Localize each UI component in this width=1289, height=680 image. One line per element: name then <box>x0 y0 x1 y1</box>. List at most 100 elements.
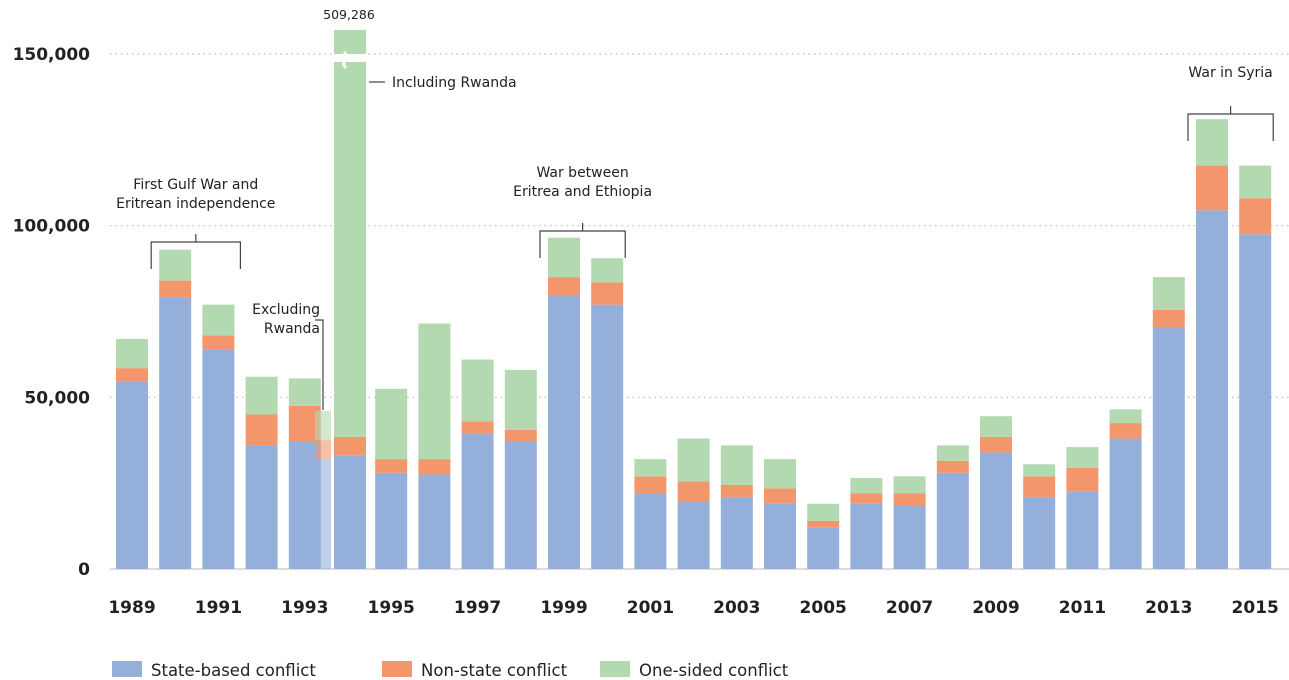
x-axis-ticks: 1989 1991 1993 1995 1997 1999 2001 2003 2005 2007… <box>108 598 1279 618</box>
x-tick-label: 1999 <box>540 598 587 618</box>
legend-swatch-0 <box>112 661 142 677</box>
bar-segment-1990-state-based-conflict <box>159 297 192 569</box>
bar-segment-2004-state-based-conflict <box>764 503 796 569</box>
bar-segment-1998-state-based-conflict <box>504 441 537 569</box>
bar-segment-1998-one-sided-conflict <box>504 369 537 430</box>
bar-segment-2013-one-sided-conflict <box>1152 277 1185 310</box>
bar-segment-1991-one-sided-conflict <box>202 304 235 336</box>
annotation-syria: War in Syria <box>1188 65 1272 81</box>
bar-segment-2012-non-state-conflict <box>1109 423 1142 439</box>
bar-segment-2014-state-based-conflict <box>1196 210 1228 569</box>
legend-label-2: One-sided conflict <box>639 661 789 680</box>
bar-segment-2006-one-sided-conflict <box>850 478 883 494</box>
bar-segment-1994-one-sided-conflict <box>334 30 366 437</box>
x-tick-label: 2003 <box>713 598 760 618</box>
bar-segment-2009-non-state-conflict <box>980 436 1012 453</box>
bar-segment-1995-one-sided-conflict <box>375 388 408 460</box>
bar-segment-2015-non-state-conflict <box>1239 198 1272 235</box>
annotation-eritrea: War between <box>536 165 628 181</box>
bar-segment-2006-state-based-conflict <box>850 503 883 569</box>
bar-segment-1994-excluding-rwanda-0 <box>315 459 331 569</box>
bar-segment-2008-one-sided-conflict <box>936 445 969 461</box>
bracket-gulf <box>150 234 241 269</box>
bar-segment-2004-one-sided-conflict <box>764 459 796 489</box>
bar-segment-1997-state-based-conflict <box>461 433 494 569</box>
bar-segment-2011-one-sided-conflict <box>1066 447 1099 468</box>
bar-segment-1989-state-based-conflict <box>116 381 148 569</box>
bar-segment-2012-state-based-conflict <box>1109 438 1142 569</box>
bar-segment-2007-non-state-conflict <box>893 493 926 506</box>
y-axis-ticks: 0 50,000 100,000 150,000 <box>13 45 91 580</box>
bar-segment-1998-non-state-conflict <box>504 429 537 442</box>
bracket-syria <box>1187 106 1274 141</box>
axis-break-mark <box>342 50 348 70</box>
bar-segment-2009-state-based-conflict <box>980 452 1012 569</box>
y-tick-label: 150,000 <box>13 45 91 65</box>
bar-segment-1999-non-state-conflict <box>548 277 580 297</box>
bar-segment-1992-state-based-conflict <box>245 445 278 569</box>
bar-segment-1997-one-sided-conflict <box>461 359 494 422</box>
bar-segment-2001-non-state-conflict <box>634 476 667 494</box>
bar-segment-2002-one-sided-conflict <box>677 438 710 482</box>
x-tick-label: 2001 <box>627 598 674 618</box>
x-tick-label: 1991 <box>195 598 242 618</box>
annotation-excl: Excluding <box>252 302 320 318</box>
bar-segment-2014-non-state-conflict <box>1196 165 1228 211</box>
bar-segment-2006-non-state-conflict <box>850 493 883 504</box>
y-tick-label: 50,000 <box>24 388 90 408</box>
x-tick-label: 2009 <box>972 598 1019 618</box>
bar-segment-1995-state-based-conflict <box>375 472 408 569</box>
bar-segment-2005-one-sided-conflict <box>807 503 840 521</box>
bar-segment-1996-one-sided-conflict <box>418 323 451 460</box>
bar-segment-1990-one-sided-conflict <box>159 249 192 281</box>
annotation-eritrea: Eritrea and Ethiopia <box>513 184 652 200</box>
bar-segment-2013-non-state-conflict <box>1152 309 1185 327</box>
bar-segment-1997-non-state-conflict <box>461 421 494 434</box>
y-tick-label: 100,000 <box>13 217 91 237</box>
bar-segment-2001-state-based-conflict <box>634 493 667 569</box>
bar-segment-2010-non-state-conflict <box>1023 476 1056 497</box>
bar-segment-2001-one-sided-conflict <box>634 459 667 477</box>
bar-segment-1989-non-state-conflict <box>116 368 148 382</box>
annotation-incl: Including Rwanda <box>392 75 517 91</box>
bar-segment-1994-state-based-conflict <box>334 455 366 569</box>
bracket-eritrea <box>539 223 626 258</box>
bar-segment-1989-one-sided-conflict <box>116 338 148 369</box>
bar-segment-2000-state-based-conflict <box>591 304 624 569</box>
bar-segment-1992-non-state-conflict <box>245 414 278 446</box>
bar-segment-2005-non-state-conflict <box>807 520 840 528</box>
bar-segment-2005-state-based-conflict <box>807 527 840 569</box>
leader-excluding-rwanda <box>315 319 324 410</box>
bar-segment-2000-one-sided-conflict <box>591 258 624 283</box>
bar-segment-2014-one-sided-conflict <box>1196 119 1228 166</box>
x-tick-label: 2007 <box>886 598 933 618</box>
bar-segment-2008-non-state-conflict <box>936 460 969 473</box>
bar-segment-2011-state-based-conflict <box>1066 491 1099 569</box>
annotation-excl: Rwanda <box>264 321 320 337</box>
bar-segment-1999-one-sided-conflict <box>548 237 580 278</box>
x-tick-label: 2005 <box>800 598 847 618</box>
bar-segment-2002-non-state-conflict <box>677 481 710 503</box>
bar-segment-1999-state-based-conflict <box>548 296 580 569</box>
legend-swatch-1 <box>382 661 412 677</box>
bar-segment-1994-excluding-rwanda-1 <box>315 440 331 460</box>
bar-segment-2007-state-based-conflict <box>893 505 926 569</box>
bars <box>116 30 1272 569</box>
x-tick-label: 1997 <box>454 598 501 618</box>
annotation-gulf: Eritrean independence <box>116 196 275 212</box>
bar-segment-2015-state-based-conflict <box>1239 234 1272 569</box>
bar-segment-1992-one-sided-conflict <box>245 376 278 415</box>
legend: State-based conflict Non-state conflict On… <box>112 661 789 680</box>
legend-label-1: Non-state conflict <box>421 661 568 680</box>
bar-segment-2008-state-based-conflict <box>936 472 969 569</box>
bar-segment-1994-excluding-rwanda-2 <box>315 411 331 441</box>
bar-segment-1996-state-based-conflict <box>418 474 451 569</box>
bar-segment-2010-state-based-conflict <box>1023 496 1056 569</box>
annotation-gulf: First Gulf War and <box>133 177 258 193</box>
bar-segment-1994-non-state-conflict <box>334 436 366 456</box>
bar-segment-1993-one-sided-conflict <box>288 378 321 406</box>
x-tick-label: 1993 <box>281 598 328 618</box>
x-tick-label: 2015 <box>1232 598 1279 618</box>
bar-segment-2003-state-based-conflict <box>720 496 753 569</box>
